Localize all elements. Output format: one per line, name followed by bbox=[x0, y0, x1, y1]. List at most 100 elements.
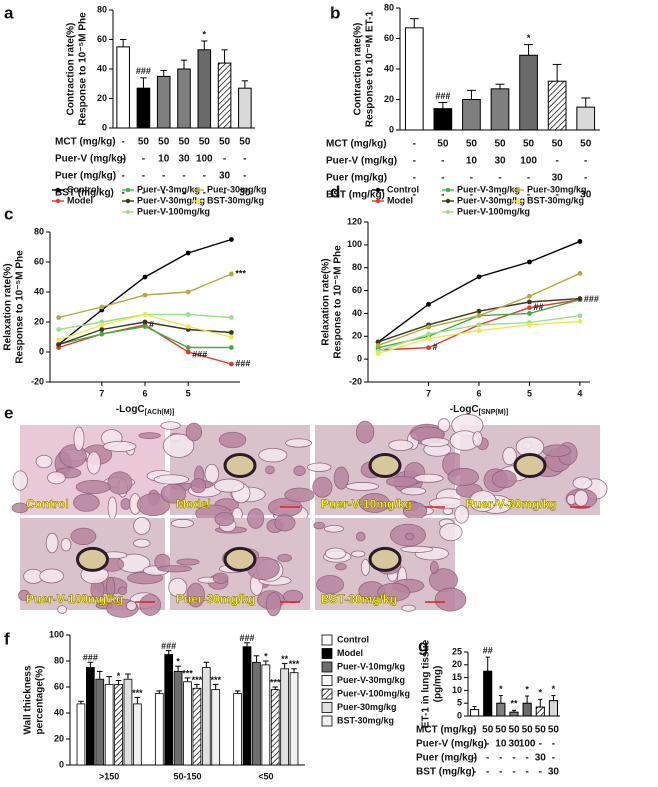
legend-label: Puer-V-10mg/kg bbox=[337, 661, 405, 671]
table-row-label: Puer-V (mg/kg) bbox=[416, 739, 487, 750]
error-bar bbox=[538, 698, 543, 708]
tissue bbox=[282, 589, 304, 604]
tissue bbox=[185, 422, 203, 442]
table-cell: 10 bbox=[158, 154, 170, 165]
point bbox=[142, 324, 148, 329]
point bbox=[142, 274, 148, 280]
table-cell: 30 bbox=[552, 173, 564, 184]
legend-marker bbox=[515, 187, 521, 193]
table-cell: 30 bbox=[219, 171, 231, 182]
table-cell: - bbox=[243, 154, 246, 165]
vessel bbox=[368, 453, 402, 478]
table-cell: - bbox=[584, 173, 587, 184]
tissue bbox=[153, 474, 189, 485]
y-axis-label: Contraction rate(%) bbox=[66, 23, 77, 116]
table-cell: 30 bbox=[178, 154, 190, 165]
tissue bbox=[277, 553, 292, 562]
bar bbox=[197, 49, 212, 129]
legend-swatch bbox=[321, 661, 333, 673]
tissue bbox=[160, 421, 181, 430]
table-cell: - bbox=[486, 753, 489, 764]
table-cell: 50 bbox=[522, 725, 534, 736]
bar bbox=[242, 646, 252, 766]
x-tick-label: 6 bbox=[476, 388, 481, 398]
y-axis-label: Contraction rate(%) bbox=[353, 23, 364, 116]
tissue bbox=[73, 426, 85, 452]
error-bar bbox=[495, 83, 505, 89]
table-cell: - bbox=[527, 173, 530, 184]
y-tick-label: 100 bbox=[347, 239, 362, 249]
table-cell: 30 bbox=[580, 190, 592, 201]
bar bbox=[289, 672, 299, 766]
tissue bbox=[447, 467, 480, 487]
tissue bbox=[572, 476, 593, 490]
table-cell: 100 bbox=[196, 154, 213, 165]
point bbox=[228, 334, 234, 340]
panel-letter: a bbox=[4, 3, 14, 22]
significance: # bbox=[433, 342, 438, 352]
vessel bbox=[223, 453, 257, 478]
legend-swatch bbox=[321, 634, 333, 646]
tissue bbox=[133, 516, 151, 535]
table-cell: 50 bbox=[219, 137, 231, 148]
y-axis-label: Relaxation rate(%) bbox=[3, 263, 14, 350]
point bbox=[185, 250, 191, 256]
tissue bbox=[265, 592, 282, 617]
tissue bbox=[324, 547, 347, 560]
point bbox=[527, 305, 532, 311]
legend-marker bbox=[195, 187, 201, 193]
micrograph: Model bbox=[153, 421, 315, 525]
bar bbox=[156, 75, 171, 129]
y-tick-label: 40 bbox=[352, 308, 362, 318]
point bbox=[527, 299, 532, 305]
tissue bbox=[345, 482, 380, 491]
bar bbox=[535, 706, 545, 717]
significance: ## bbox=[483, 645, 493, 655]
y-tick-label: -20 bbox=[349, 376, 362, 386]
legend-label: BST-30mg/kg bbox=[527, 195, 584, 205]
table-cell: - bbox=[498, 190, 501, 201]
table-cell: - bbox=[121, 171, 124, 182]
error-bar bbox=[272, 686, 279, 690]
legend-swatch bbox=[321, 702, 333, 713]
table-cell: - bbox=[121, 137, 124, 148]
error-bar bbox=[115, 680, 122, 685]
table-cell: - bbox=[413, 190, 416, 201]
y-tick-label: 5 bbox=[457, 698, 462, 708]
panel-letter: f bbox=[4, 629, 10, 648]
y-tick-label: 80 bbox=[352, 262, 362, 272]
tissue bbox=[12, 470, 28, 491]
bar bbox=[280, 668, 289, 766]
table-cell: 50 bbox=[199, 137, 211, 148]
point bbox=[476, 322, 482, 328]
error-bar bbox=[552, 63, 562, 82]
tissue bbox=[405, 532, 415, 541]
micrograph: BST-30mg/kg bbox=[313, 518, 467, 612]
table-cell: - bbox=[162, 171, 165, 182]
table-cell: - bbox=[162, 188, 165, 199]
vessel bbox=[223, 546, 257, 572]
tissue bbox=[284, 487, 315, 503]
tissue bbox=[439, 523, 463, 542]
micrograph-label: Puer-30mg/kg bbox=[176, 592, 255, 606]
point bbox=[99, 322, 105, 328]
error-bar bbox=[244, 642, 250, 647]
tissue bbox=[168, 577, 188, 598]
point bbox=[476, 328, 482, 333]
significance: *** bbox=[192, 675, 203, 685]
y-tick-label: 40 bbox=[384, 63, 394, 73]
x-axis-label: -LogC[SNP(M)] bbox=[450, 404, 508, 416]
point bbox=[142, 312, 148, 317]
tissue bbox=[107, 471, 133, 495]
tissue bbox=[469, 490, 497, 512]
bar bbox=[233, 693, 242, 766]
tissue bbox=[190, 478, 207, 494]
x-axis-label-sub: [ACh(M)] bbox=[145, 409, 175, 416]
bar bbox=[183, 681, 192, 766]
bar bbox=[104, 684, 114, 766]
error-bar bbox=[87, 661, 94, 668]
table-row-label: MCT (mg/kg) bbox=[55, 137, 116, 148]
y-tick-label: 10 bbox=[452, 685, 462, 695]
legend-marker bbox=[195, 198, 201, 204]
significance: ** bbox=[281, 654, 289, 664]
